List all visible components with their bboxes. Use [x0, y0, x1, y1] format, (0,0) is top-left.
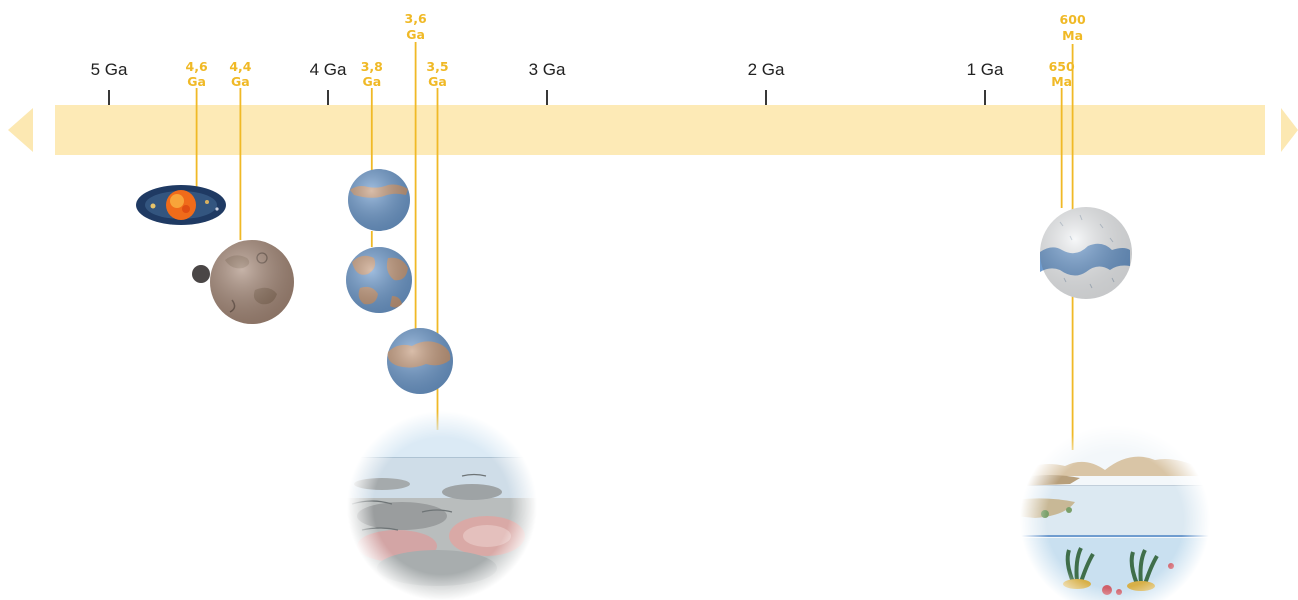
frond-organism-left [1063, 547, 1095, 589]
snowball-earth-icon [1040, 207, 1132, 299]
event-value: 3,6 [405, 11, 427, 26]
ediacaran-sea-icon [1015, 420, 1215, 600]
timeline-band [55, 105, 1265, 155]
tick-label: 1 Ga [967, 60, 1004, 79]
right-arrow-icon[interactable] [1281, 108, 1298, 152]
event-unit: Ga [406, 27, 425, 42]
event-unit: Ma [1062, 28, 1083, 43]
event-label: 4,4Ga [229, 59, 251, 89]
event-label: 3,5Ga [426, 59, 448, 89]
event-value: 600 [1060, 12, 1086, 27]
ocean-earth-continents-icon [346, 169, 412, 313]
event-unit: Ga [362, 74, 381, 89]
event-label: 4,6Ga [186, 59, 208, 89]
event-label: 3,8Ga [361, 59, 383, 89]
tick-label: 2 Ga [748, 60, 785, 79]
tick-label: 4 Ga [310, 60, 347, 79]
tick-label: 3 Ga [529, 60, 566, 79]
event-unit: Ma [1051, 74, 1072, 89]
frond-organism-right [1127, 549, 1159, 591]
tick-label: 5 Ga [91, 60, 128, 79]
solar-nebula-icon [136, 185, 226, 225]
event-value: 3,5 [426, 59, 448, 74]
event-value: 4,6 [186, 59, 208, 74]
event-unit: Ga [187, 74, 206, 89]
event-value: 4,4 [229, 59, 251, 74]
stromatolite-shore-icon [342, 406, 542, 600]
event-unit: Ga [231, 74, 250, 89]
left-arrow-icon[interactable] [8, 108, 33, 152]
early-earth-moon-icon [192, 240, 294, 324]
event-label: 3,6Ga [405, 11, 427, 42]
event-value: 3,8 [361, 59, 383, 74]
axis-ticks: 5 Ga 4 Ga 3 Ga 2 Ga 1 Ga [91, 60, 1004, 105]
earth-continent-icon [387, 328, 453, 394]
event-value: 650 [1049, 59, 1075, 74]
event-unit: Ga [428, 74, 447, 89]
